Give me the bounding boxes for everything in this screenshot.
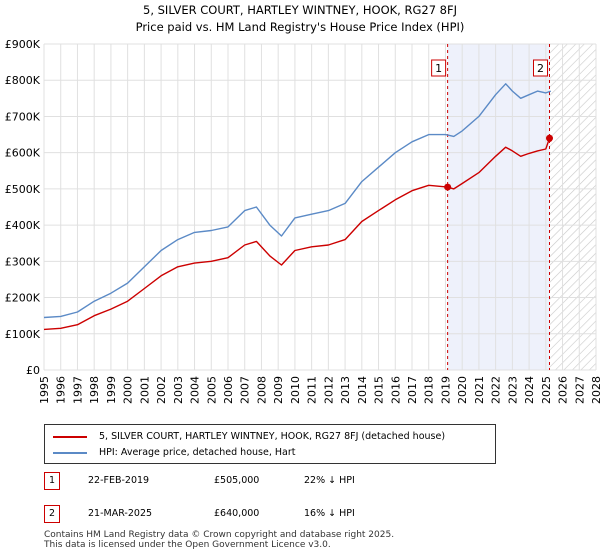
x-tick-label: 2000 xyxy=(122,376,135,404)
legend-swatch-property xyxy=(53,435,87,438)
x-tick-label: 1995 xyxy=(38,376,51,404)
x-tick-label: 2003 xyxy=(172,376,185,404)
footer-line-2: This data is licensed under the Open Gov… xyxy=(44,540,331,550)
x-tick-label: 2014 xyxy=(356,376,369,404)
annotation-box xyxy=(431,59,447,77)
annotation-label: 1 xyxy=(435,62,442,75)
x-tick-label: 2023 xyxy=(506,376,519,404)
x-tick-label: 2013 xyxy=(339,376,352,404)
table-row: 1 22-FEB-2019 £505,000 22% ↓ HPI xyxy=(44,472,464,492)
x-tick-label: 2019 xyxy=(439,376,452,404)
x-tick-label: 2022 xyxy=(490,376,503,404)
x-tick-label: 2018 xyxy=(423,376,436,404)
footer: Contains HM Land Registry data © Crown c… xyxy=(44,530,394,550)
x-tick-label: 2004 xyxy=(189,376,202,404)
title-line-2: Price paid vs. HM Land Registry's House … xyxy=(135,20,465,34)
annotation-label: 2 xyxy=(537,62,544,75)
sale-point xyxy=(545,134,553,142)
chart-title: 5, SILVER COURT, HARTLEY WINTNEY, HOOK, … xyxy=(0,2,600,36)
x-tick-label: 2007 xyxy=(239,376,252,404)
annotation-box xyxy=(532,59,548,77)
x-tick-label: 2020 xyxy=(456,376,469,404)
y-tick-label: £900K xyxy=(5,38,41,51)
y-tick-label: £0 xyxy=(26,364,40,377)
property-series-line xyxy=(43,137,552,331)
x-tick-label: 1999 xyxy=(105,376,118,404)
x-tick-label: 2026 xyxy=(557,376,570,404)
sale-period-shading xyxy=(447,44,550,370)
x-tick-label: 2012 xyxy=(322,376,335,404)
sale-price: £505,000 xyxy=(214,475,260,486)
legend-label-property: 5, SILVER COURT, HARTLEY WINTNEY, HOOK, … xyxy=(99,431,446,442)
table-row: 2 21-MAR-2025 £640,000 16% ↓ HPI xyxy=(44,505,464,525)
footer-line-1: Contains HM Land Registry data © Crown c… xyxy=(44,530,395,540)
x-tick-label: 1998 xyxy=(88,376,101,404)
y-tick-label: £300K xyxy=(5,255,41,268)
hpi-series-line xyxy=(43,83,552,319)
y-tick-label: £600K xyxy=(5,147,41,160)
y-tick-label: £100K xyxy=(5,328,41,341)
y-tick-label: £200K xyxy=(5,292,41,305)
x-tick-label: 2011 xyxy=(306,376,319,404)
x-tick-label: 2028 xyxy=(590,376,600,404)
x-tick-label: 2021 xyxy=(473,376,486,404)
forecast-hatch-region xyxy=(549,44,596,370)
sale-point xyxy=(444,183,452,191)
sale-date: 21-MAR-2025 xyxy=(88,508,153,519)
chart: 1 2 £0 £100K £200K £300K £400K £500K £600K £700K £… xyxy=(5,38,600,404)
sale-marker: 2 xyxy=(44,505,60,523)
y-tick-label: £700K xyxy=(5,110,41,123)
sale-hpi-delta: 16% ↓ HPI xyxy=(304,508,355,519)
y-tick-label: £500K xyxy=(5,183,41,196)
legend: 5, SILVER COURT, HARTLEY WINTNEY, HOOK, … xyxy=(44,424,496,464)
legend-item-hpi: HPI: Average price, detached house, Hart xyxy=(53,447,295,458)
x-tick-label: 1997 xyxy=(71,376,84,404)
x-tick-label: 2006 xyxy=(222,376,235,404)
x-tick-label: 1996 xyxy=(55,376,68,404)
sale-date: 22-FEB-2019 xyxy=(88,475,150,486)
x-tick-label: 2010 xyxy=(289,376,302,404)
x-tick-label: 2024 xyxy=(523,376,536,404)
title-line-1: 5, SILVER COURT, HARTLEY WINTNEY, HOOK, … xyxy=(143,3,457,17)
x-tick-label: 2015 xyxy=(373,376,386,404)
legend-item-property: 5, SILVER COURT, HARTLEY WINTNEY, HOOK, … xyxy=(53,431,445,442)
x-tick-label: 2005 xyxy=(205,376,218,404)
x-tick-label: 2027 xyxy=(573,376,586,404)
sale-price: £640,000 xyxy=(214,508,260,519)
y-tick-label: £800K xyxy=(5,74,41,87)
sale-hpi-delta: 22% ↓ HPI xyxy=(304,475,355,486)
y-tick-label: £400K xyxy=(5,219,41,232)
legend-label-hpi: HPI: Average price, detached house, Hart xyxy=(99,447,296,458)
legend-swatch-hpi xyxy=(53,451,87,454)
x-tick-label: 2009 xyxy=(272,376,285,404)
x-tick-label: 2008 xyxy=(255,376,268,404)
x-tick-label: 2025 xyxy=(540,376,553,404)
x-tick-label: 2001 xyxy=(138,376,151,404)
x-tick-label: 2017 xyxy=(406,376,419,404)
x-tick-label: 2002 xyxy=(155,376,168,404)
sale-marker: 1 xyxy=(44,472,60,490)
x-tick-label: 2016 xyxy=(389,376,402,404)
